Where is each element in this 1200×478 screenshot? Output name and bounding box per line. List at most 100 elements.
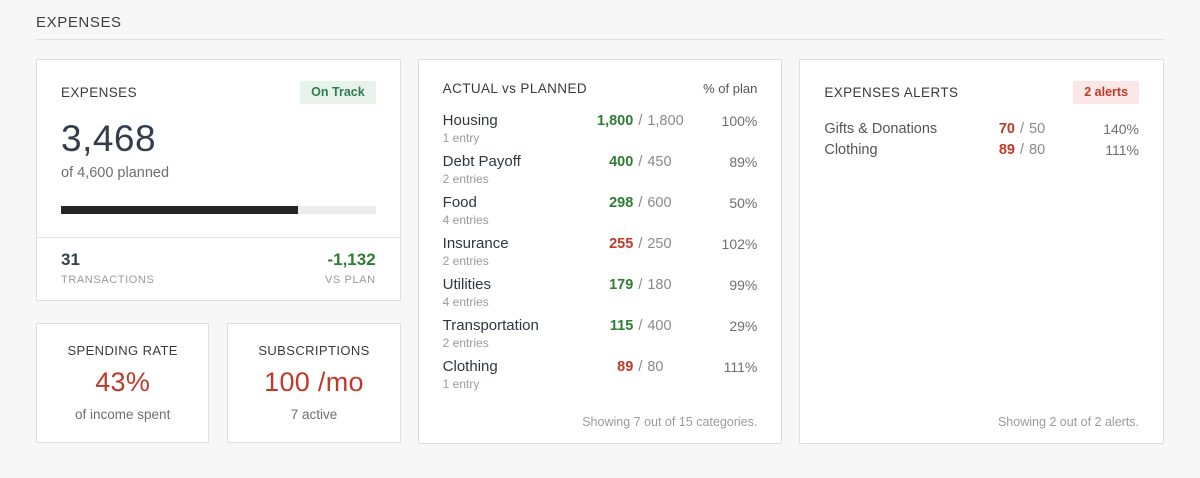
category-row: Debt Payoff 2 entries 400 / 450 89% — [443, 152, 758, 187]
actual-value: 115 — [609, 318, 634, 334]
vs-plan-stat: -1,132 VS PLAN — [325, 250, 376, 300]
percent-of-plan: 100% — [721, 113, 758, 129]
actual-value: 89 — [617, 359, 634, 375]
actual-vs-planned-header: ACTUAL vs PLANNED % of plan — [443, 81, 758, 96]
category-entries: 2 entries — [442, 254, 489, 268]
alert-row: Clothing 89 / 80 111% — [824, 140, 1139, 160]
category-entries: 1 entry — [442, 131, 480, 145]
slash-separator: / — [638, 359, 643, 375]
actual-vs-planned-title: ACTUAL vs PLANNED — [442, 81, 588, 96]
category-info: Food 4 entries — [443, 193, 582, 228]
summary-card-title: EXPENSES — [61, 85, 137, 100]
expenses-summary-card: EXPENSES On Track 3,468 of 4,600 planned… — [36, 59, 401, 301]
planned-value: 80 — [647, 359, 664, 375]
category-name: Transportation — [442, 317, 539, 334]
actual-vs-planned-values: 255 / 250 — [581, 234, 693, 254]
alerts-card-header: EXPENSES ALERTS 2 alerts — [824, 81, 1140, 104]
page-title: EXPENSES — [36, 14, 122, 31]
summary-card-header: EXPENSES On Track — [61, 81, 376, 104]
category-entries: 4 entries — [442, 213, 489, 227]
planned-value: 250 — [647, 236, 672, 252]
category-name: Clothing — [442, 358, 498, 375]
category-entries: 4 entries — [442, 295, 489, 309]
planned-value: 80 — [1029, 142, 1046, 158]
transactions-stat: 31 TRANSACTIONS — [61, 250, 154, 300]
slash-separator: / — [638, 113, 643, 129]
expenses-alerts-card: EXPENSES ALERTS 2 alerts Gifts & Donatio… — [799, 59, 1165, 444]
page-header: EXPENSES — [36, 14, 1164, 40]
middle-column: ACTUAL vs PLANNED % of plan Housing 1 en… — [417, 59, 783, 444]
dashboard-columns: EXPENSES On Track 3,468 of 4,600 planned… — [36, 59, 1165, 444]
actual-value: 1,800 — [597, 113, 634, 129]
actual-value: 400 — [609, 154, 634, 170]
percent-of-plan: 102% — [721, 236, 758, 252]
category-name: Housing — [442, 112, 498, 129]
slash-separator: / — [638, 277, 643, 293]
slash-separator: / — [1019, 142, 1025, 158]
category-entries: 2 entries — [442, 172, 489, 186]
vs-plan-label: VS PLAN — [325, 274, 376, 286]
alert-values: 70 / 50 — [963, 119, 1075, 139]
transactions-label: TRANSACTIONS — [61, 274, 155, 286]
actual-value: 298 — [609, 195, 634, 211]
alert-rows: Gifts & Donations 70 / 50 140% Clothing … — [824, 119, 1139, 415]
category-entries: 1 entry — [442, 377, 480, 391]
category-rows: Housing 1 entry 1,800 / 1,800 100% Debt … — [443, 111, 758, 415]
actual-vs-planned-values: 89 / 80 — [581, 357, 693, 377]
category-info: Debt Payoff 2 entries — [443, 152, 582, 187]
percent-of-plan: 111% — [723, 359, 758, 375]
category-info: Housing 1 entry — [443, 111, 582, 146]
planned-value: 450 — [647, 154, 672, 170]
actual-vs-planned-values: 1,800 / 1,800 — [581, 111, 693, 131]
subscriptions-value: 100 /mo — [264, 367, 364, 397]
planned-value: 400 — [647, 318, 672, 334]
alerts-count-badge: 2 alerts — [1073, 81, 1140, 104]
alerts-footnote: Showing 2 out of 2 alerts. — [997, 415, 1140, 429]
alert-row: Gifts & Donations 70 / 50 140% — [824, 119, 1139, 139]
percent-of-plan: 99% — [729, 277, 758, 293]
actual-vs-planned-values: 115 / 400 — [581, 316, 693, 336]
actual-vs-planned-values: 298 / 600 — [581, 193, 693, 213]
category-row: Food 4 entries 298 / 600 50% — [443, 193, 758, 228]
vs-plan-value: -1,132 — [327, 250, 376, 269]
category-row: Transportation 2 entries 115 / 400 29% — [443, 316, 758, 351]
category-name: Food — [442, 194, 477, 211]
alert-category-name: Clothing — [824, 142, 878, 158]
on-track-badge: On Track — [300, 81, 376, 104]
category-info: Utilities 4 entries — [443, 275, 582, 310]
subscriptions-title: SUBSCRIPTIONS — [258, 343, 370, 358]
percent-of-plan: 29% — [729, 318, 758, 334]
category-name: Debt Payoff — [442, 153, 521, 170]
planned-value: 50 — [1029, 121, 1046, 137]
category-name: Insurance — [442, 235, 509, 252]
expenses-progress-bar — [61, 205, 376, 214]
slash-separator: / — [638, 154, 643, 170]
total-expenses-value: 3,468 — [61, 118, 157, 159]
subscriptions-card: SUBSCRIPTIONS 100 /mo 7 active — [227, 323, 401, 443]
percent-of-plan-column-header: % of plan — [703, 81, 758, 96]
spending-rate-title: SPENDING RATE — [67, 343, 178, 358]
alert-values: 89 / 80 — [963, 140, 1075, 160]
actual-value: 89 — [998, 142, 1015, 158]
category-name: Utilities — [442, 276, 492, 293]
category-entries: 2 entries — [442, 336, 489, 350]
actual-vs-planned-values: 400 / 450 — [581, 152, 693, 172]
actual-vs-planned-values: 179 / 180 — [581, 275, 693, 295]
category-row: Insurance 2 entries 255 / 250 102% — [443, 234, 758, 269]
category-row: Clothing 1 entry 89 / 80 111% — [443, 357, 758, 392]
spending-rate-caption: of income spent — [75, 407, 171, 422]
slash-separator: / — [638, 236, 643, 252]
subscriptions-caption: 7 active — [290, 407, 338, 422]
actual-value: 255 — [609, 236, 634, 252]
category-info: Clothing 1 entry — [443, 357, 582, 392]
alerts-card-title: EXPENSES ALERTS — [824, 85, 959, 100]
left-column: EXPENSES On Track 3,468 of 4,600 planned… — [36, 59, 401, 443]
slash-separator: / — [638, 318, 643, 334]
mini-cards-row: SPENDING RATE 43% of income spent SUBSCR… — [36, 323, 401, 443]
actual-value: 70 — [998, 121, 1015, 137]
category-info: Insurance 2 entries — [443, 234, 582, 269]
slash-separator: / — [1019, 121, 1025, 137]
planned-subtitle: of 4,600 planned — [61, 164, 170, 181]
percent-of-plan: 111% — [1105, 142, 1140, 158]
slash-separator: / — [638, 195, 643, 211]
